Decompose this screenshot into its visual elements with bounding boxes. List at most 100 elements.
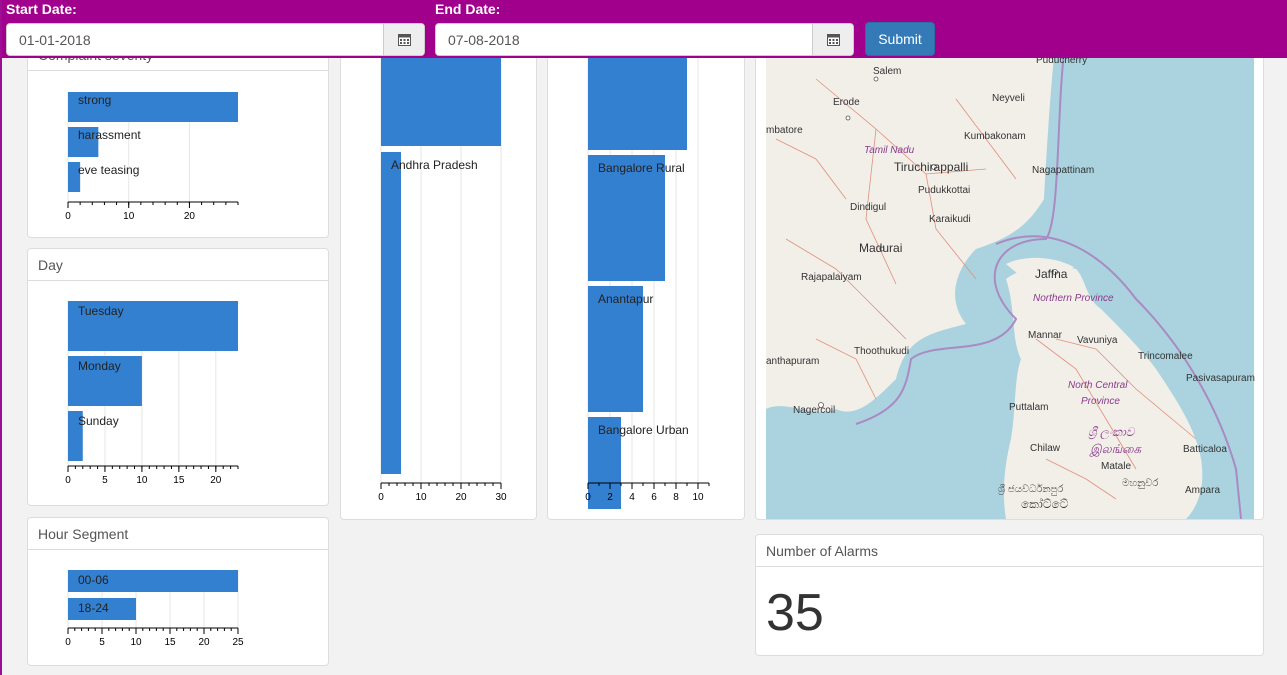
map-label: Tamil Nadu [864, 145, 915, 156]
map-label: Batticaloa [1183, 444, 1227, 455]
bar[interactable] [68, 301, 238, 351]
state-chart: Andhra Pradesh 0 10 20 30 [378, 39, 507, 503]
bar-label: harassment [78, 128, 141, 142]
map-label: Kumbakonam [964, 131, 1026, 142]
bar-label: Sunday [78, 414, 119, 428]
start-date-input[interactable] [7, 24, 383, 55]
tick-label: 2 [607, 492, 613, 503]
map-label: Matale [1101, 461, 1131, 472]
start-date-label: Start Date: [6, 1, 77, 17]
panel-title: Day [28, 249, 328, 281]
tick-label: 20 [184, 211, 196, 222]
map-label: Dindigul [850, 202, 886, 213]
tick-label: 10 [692, 492, 704, 503]
map-label: Tiruchirappalli [894, 160, 968, 174]
end-date-label: End Date: [435, 1, 501, 17]
bar-label: Andhra Pradesh [391, 158, 478, 172]
bar[interactable] [68, 356, 142, 406]
end-date-picker [435, 23, 854, 56]
bar[interactable] [68, 127, 99, 157]
map-label: Trincomalee [1138, 351, 1193, 362]
end-date-input[interactable] [436, 24, 812, 55]
bar[interactable] [588, 286, 643, 412]
map-label: Puttalam [1009, 402, 1048, 413]
map-label: Province [1081, 396, 1120, 407]
map-label: Pasivasapuram [1186, 373, 1255, 384]
tick-label: 5 [102, 475, 108, 486]
calendar-icon [826, 34, 840, 46]
tick-label: 0 [378, 492, 384, 503]
tick-label: 0 [65, 637, 71, 648]
tick-label: 30 [495, 492, 507, 503]
tick-label: 15 [173, 475, 185, 486]
bar[interactable] [68, 411, 83, 461]
tick-label: 6 [651, 492, 657, 503]
bar[interactable] [588, 155, 665, 281]
bar[interactable] [68, 162, 81, 192]
map-label: Nagapattinam [1032, 165, 1094, 176]
alarms-panel: Number of Alarms 35 [755, 534, 1264, 656]
filter-bar: Start Date: End Date: Submit [2, 0, 1287, 58]
map-view[interactable]: Puducherry Salem Erode Neyveli mbatore Kumbak… [756, 39, 1264, 520]
end-calendar-button[interactable] [812, 24, 853, 55]
tick-label: 10 [415, 492, 427, 503]
map-label: Pudukkottai [918, 185, 970, 196]
map-label: North Central [1068, 380, 1128, 391]
day-chart: Tuesday Monday Sunday 0 5 10 15 20 [65, 301, 239, 486]
map-label: මහනුවර [1122, 477, 1158, 489]
alarm-count: 35 [766, 584, 824, 642]
map-label: Jaffna [1035, 267, 1068, 281]
map-label: Salem [873, 66, 901, 77]
map-label: mbatore [766, 125, 803, 136]
bar-label: 18-24 [78, 601, 109, 615]
map-label: anthapuram [766, 356, 819, 367]
bar-label: Bangalore Rural [598, 161, 685, 175]
tick-label: 20 [198, 637, 210, 648]
bar-label: eve teasing [78, 163, 139, 177]
map-label: Puducherry [1036, 55, 1087, 66]
map-label: Northern Province [1033, 293, 1114, 304]
bar[interactable] [588, 417, 621, 519]
tick-label: 10 [136, 475, 148, 486]
state-panel: Andhra Pradesh 0 10 20 30 [340, 38, 537, 520]
map-label: Madurai [859, 241, 902, 255]
start-date-picker [6, 23, 425, 56]
tick-label: 10 [130, 637, 142, 648]
submit-button[interactable]: Submit [865, 22, 935, 56]
bar[interactable] [68, 92, 238, 122]
tick-label: 4 [629, 492, 635, 503]
bar-label: Monday [78, 359, 121, 373]
map-label: இலங்கை [1089, 442, 1143, 457]
map-label: කෝට්ටේ [1021, 497, 1069, 511]
hour-segment-panel: Hour Segment 00-06 18-24 0 5 10 15 20 25 [27, 517, 329, 666]
map-label: Vavuniya [1077, 335, 1118, 346]
bar[interactable] [68, 570, 238, 592]
panel-title: Hour Segment [28, 518, 328, 550]
map-label: Ampara [1185, 485, 1220, 496]
tick-label: 20 [210, 475, 222, 486]
bar[interactable] [381, 152, 401, 474]
start-calendar-button[interactable] [383, 24, 424, 55]
district-panel: Bangalore Rural Anantapur Bangalore Urban 0… [547, 38, 745, 520]
bar-label: 00-06 [78, 573, 109, 587]
tick-label: 15 [164, 637, 176, 648]
map-label: Erode [833, 97, 860, 108]
map-label: ශ්‍රී ජයවර්ධනපුර [998, 483, 1063, 495]
map-label: Nagercoil [793, 405, 835, 416]
tick-label: 20 [455, 492, 467, 503]
bar-label: strong [78, 93, 111, 107]
map-label: Chilaw [1030, 443, 1061, 454]
complaint-severity-chart: strong harassment eve teasing 0 10 20 [65, 92, 239, 222]
bar-label: Anantapur [598, 292, 653, 306]
bar[interactable] [68, 598, 136, 620]
bar-label: Bangalore Urban [598, 423, 689, 437]
panel-title: Number of Alarms [756, 535, 1263, 567]
map-label: Mannar [1028, 330, 1063, 341]
calendar-icon [397, 34, 411, 46]
tick-label: 0 [65, 211, 71, 222]
bar-label: Tuesday [78, 304, 124, 318]
tick-label: 25 [232, 637, 244, 648]
map-label: Karaikudi [929, 214, 971, 225]
tick-label: 8 [673, 492, 679, 503]
